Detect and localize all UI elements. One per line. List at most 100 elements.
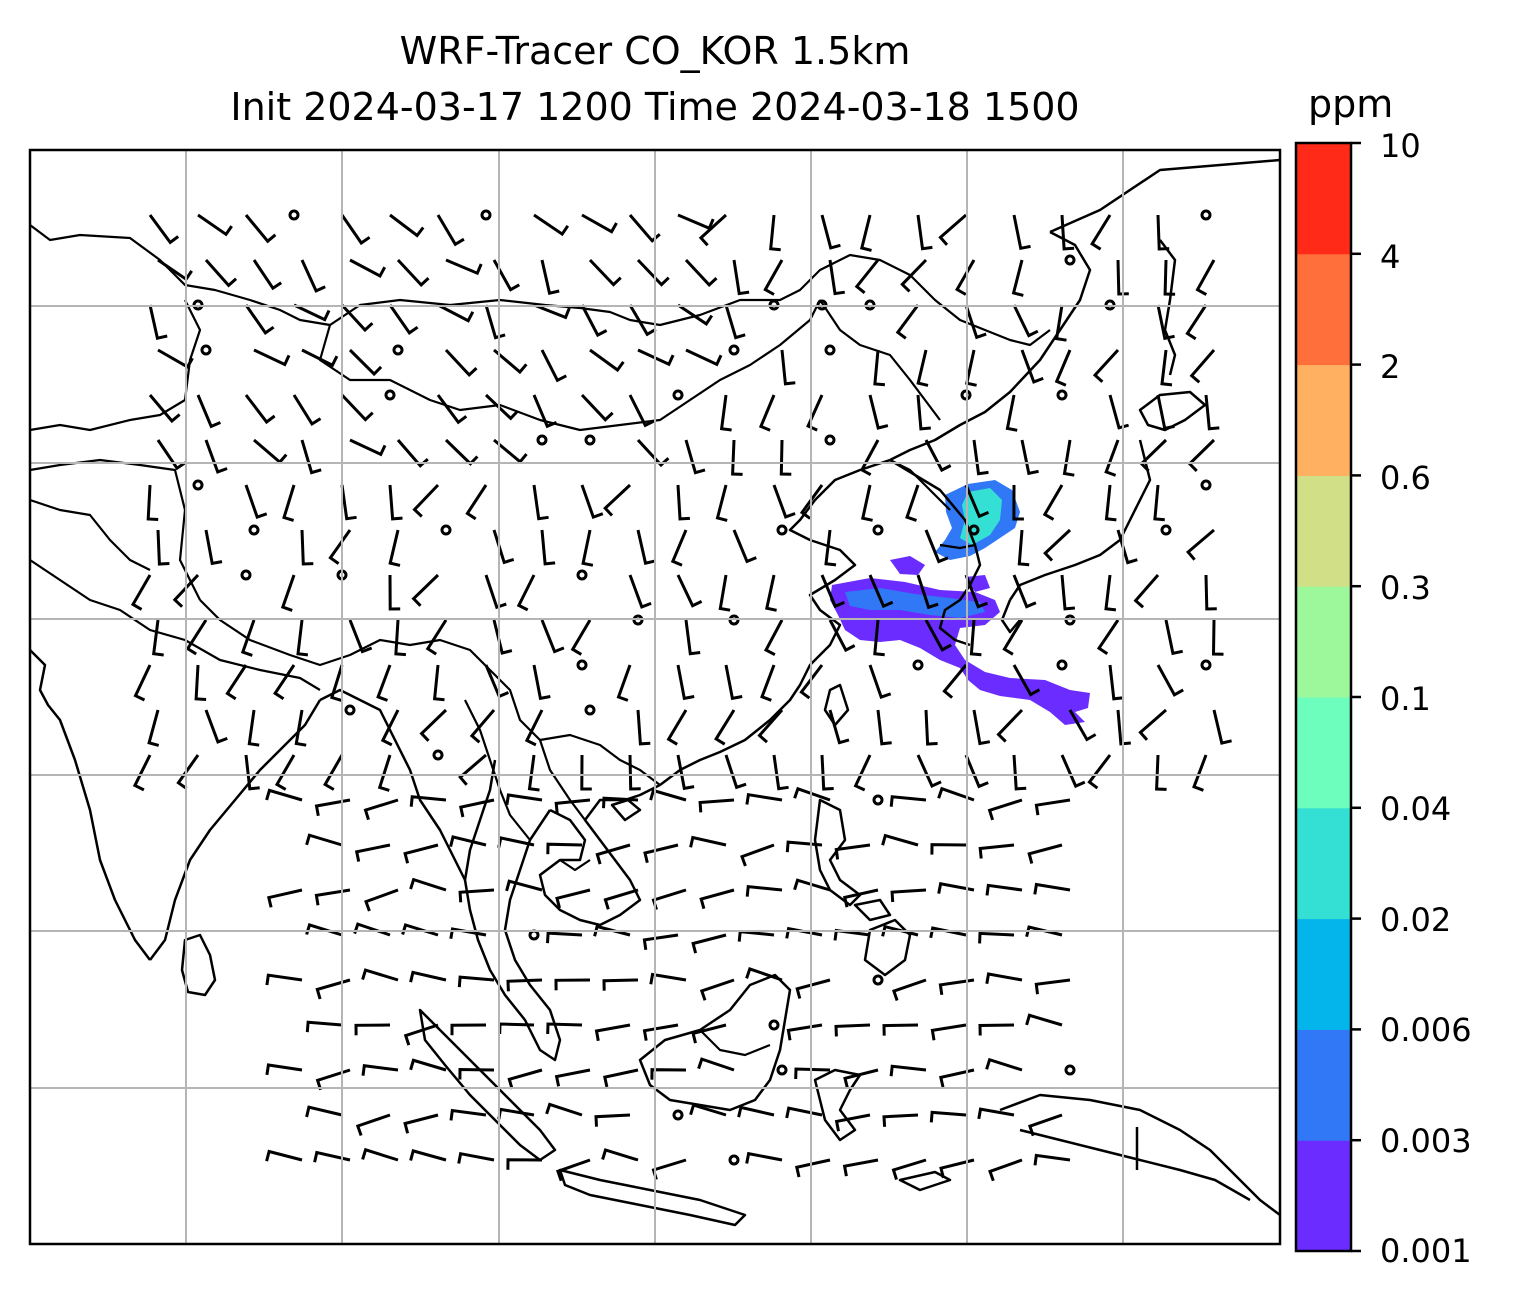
wind-barb bbox=[843, 888, 879, 908]
wind-barb bbox=[148, 304, 168, 340]
wind-barb bbox=[763, 619, 784, 657]
plume-korea-main bbox=[830, 578, 1090, 725]
wind-barb bbox=[403, 1113, 439, 1134]
wind-barb bbox=[965, 349, 977, 387]
wind-barb bbox=[244, 394, 276, 425]
wind-barb bbox=[930, 843, 967, 855]
wind-barb bbox=[492, 529, 515, 565]
wind-barb bbox=[437, 303, 475, 323]
wind-barb bbox=[300, 439, 322, 475]
wind-barb bbox=[765, 574, 777, 612]
wind-barb bbox=[300, 529, 314, 566]
colorbar-label-4: 0.04 bbox=[1380, 790, 1452, 828]
wind-barb bbox=[146, 484, 159, 521]
wind-barb bbox=[147, 709, 160, 747]
calm-wind-marker bbox=[776, 1064, 788, 1076]
wind-barb bbox=[1187, 438, 1216, 472]
calm-wind-marker bbox=[480, 209, 492, 221]
wind-barb bbox=[340, 303, 374, 333]
border-borneo-malaysia bbox=[699, 1029, 771, 1057]
wind-barb bbox=[353, 922, 391, 937]
wind-barb bbox=[389, 213, 425, 238]
wind-barb bbox=[698, 798, 735, 813]
wind-barb bbox=[1027, 1113, 1063, 1137]
wind-barb bbox=[689, 1103, 727, 1117]
wind-barb bbox=[148, 214, 180, 245]
wind-barb bbox=[1025, 1013, 1063, 1027]
wind-barb bbox=[1012, 574, 1037, 609]
wind-barb bbox=[354, 1023, 391, 1036]
wind-barb bbox=[240, 619, 256, 657]
wind-barb bbox=[293, 303, 331, 322]
wind-barb bbox=[340, 393, 374, 422]
colorbar-label-2: 0.006 bbox=[1380, 1011, 1472, 1049]
wind-barb bbox=[580, 484, 604, 520]
coastline-visayas bbox=[853, 898, 892, 922]
wind-barb bbox=[1043, 528, 1072, 562]
wind-barb bbox=[1163, 259, 1176, 296]
wind-barb bbox=[349, 258, 387, 279]
wind-barb bbox=[581, 529, 594, 567]
wind-barb bbox=[540, 259, 560, 295]
wind-barb bbox=[340, 214, 371, 246]
border-china-north-korea bbox=[889, 459, 951, 511]
wind-barb bbox=[924, 439, 952, 473]
wind-barb bbox=[939, 1158, 975, 1179]
wind-barb bbox=[305, 1020, 343, 1033]
wind-barb bbox=[1062, 439, 1075, 477]
border-mongolia-china bbox=[318, 299, 821, 432]
calm-wind-marker bbox=[728, 1154, 740, 1166]
wind-barb bbox=[628, 574, 652, 609]
wind-barb bbox=[225, 664, 248, 701]
border-himalaya bbox=[184, 639, 321, 691]
wind-barb bbox=[1042, 484, 1064, 521]
wind-barb bbox=[1012, 484, 1024, 521]
wind-barb bbox=[425, 619, 448, 656]
wind-barb bbox=[1012, 214, 1031, 251]
wind-barb bbox=[628, 394, 655, 428]
wind-barb bbox=[987, 798, 1023, 821]
wind-barb bbox=[1025, 925, 1063, 938]
wind-barb bbox=[1054, 304, 1067, 342]
wind-barb bbox=[449, 927, 487, 940]
wind-barb bbox=[924, 709, 938, 746]
wind-barb bbox=[457, 975, 495, 988]
wind-barb bbox=[570, 619, 592, 656]
calm-wind-marker bbox=[392, 344, 404, 356]
calm-wind-marker bbox=[440, 524, 452, 536]
coastline-sakhalin bbox=[1159, 239, 1177, 376]
wind-barb bbox=[745, 1151, 783, 1164]
wind-barb bbox=[1020, 439, 1039, 476]
wind-barb bbox=[450, 1023, 487, 1036]
wind-barb bbox=[588, 258, 622, 287]
wind-barb bbox=[555, 888, 591, 909]
calm-wind-marker bbox=[1064, 1064, 1076, 1076]
wind-barb bbox=[581, 213, 618, 234]
wind-barb bbox=[419, 708, 448, 742]
wind-barb bbox=[834, 1113, 871, 1132]
wind-barb bbox=[244, 754, 260, 791]
wind-barb bbox=[355, 1113, 391, 1136]
wind-barb bbox=[580, 304, 608, 338]
wind-barb bbox=[204, 709, 228, 744]
wind-barb bbox=[677, 213, 715, 231]
wind-barb bbox=[1155, 754, 1167, 791]
colorbar-segment-1 bbox=[1296, 1029, 1351, 1141]
wind-barb bbox=[354, 843, 391, 862]
colorbar bbox=[1294, 141, 1361, 1253]
wind-barb bbox=[666, 709, 688, 746]
wind-barb bbox=[1012, 664, 1041, 697]
coastline-korea bbox=[889, 458, 982, 647]
map-frame bbox=[28, 148, 1282, 1246]
wind-barb bbox=[939, 1068, 975, 1088]
border-thai-cambodia bbox=[539, 858, 591, 876]
wind-barb bbox=[265, 788, 303, 802]
wind-barb bbox=[459, 798, 495, 818]
wind-barb bbox=[580, 393, 614, 422]
wind-barb bbox=[1204, 394, 1220, 431]
calm-wind-marker bbox=[672, 1109, 684, 1121]
wind-barb bbox=[853, 754, 872, 792]
wind-barb bbox=[540, 619, 565, 654]
wind-barb bbox=[824, 529, 837, 567]
wind-barb bbox=[1033, 1153, 1071, 1166]
